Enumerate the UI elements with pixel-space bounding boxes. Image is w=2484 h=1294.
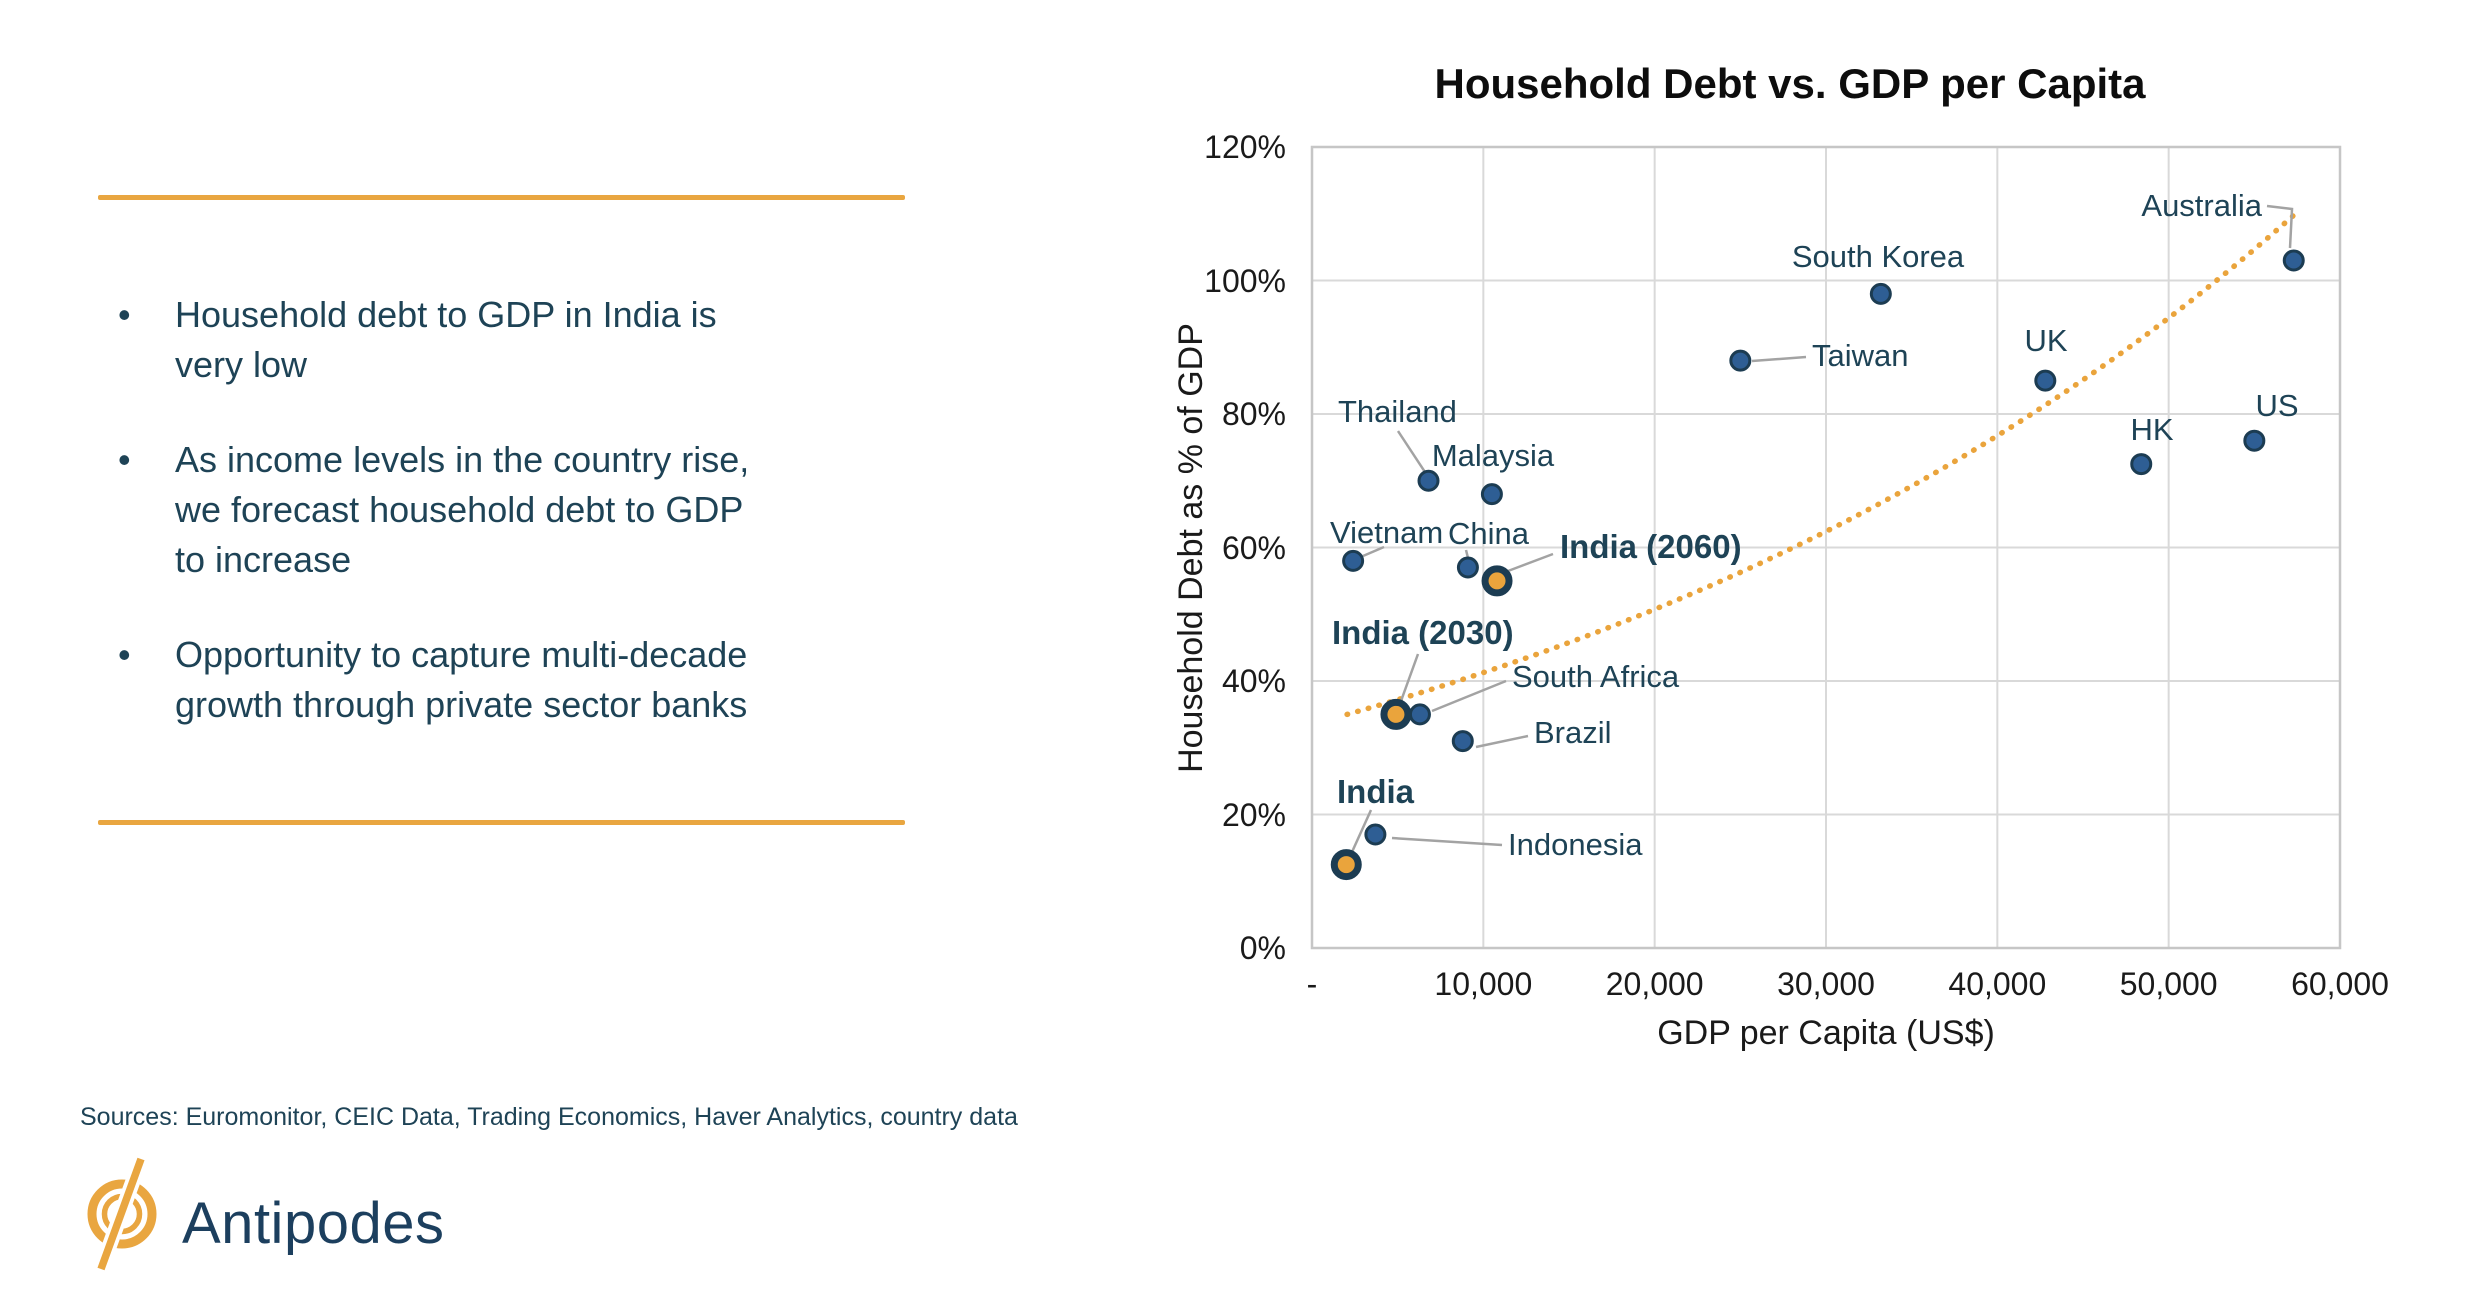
gridlines [1310, 145, 2342, 950]
data-point-us [2243, 429, 2266, 452]
bullet-text: As income levels in the country rise, we… [175, 439, 750, 580]
x-tick-label: 40,000 [1948, 966, 2047, 1002]
antipodes-logo-icon [87, 1156, 157, 1272]
leader-line-indonesia [1391, 836, 1503, 847]
data-point-australia [2282, 249, 2305, 272]
bullet-text: Household debt to GDP in India is very l… [175, 294, 717, 385]
point-label-india-2060-: India (2060) [1560, 528, 1742, 565]
data-point-india [1330, 849, 1362, 881]
point-label-uk: UK [2024, 323, 2068, 358]
plot-border [1310, 145, 2342, 950]
data-point-brazil [1451, 730, 1474, 753]
point-label-us: US [2255, 388, 2299, 423]
antipodes-logo: Antipodes [84, 1156, 444, 1272]
y-tick-label: 0% [1239, 930, 1286, 966]
y-tick-label: 80% [1221, 396, 1286, 432]
bullet-item: • As income levels in the country rise, … [118, 435, 918, 585]
y-tick-label: 120% [1204, 129, 1286, 165]
leader-line-india-2030- [1399, 653, 1420, 702]
point-label-china: China [1448, 516, 1529, 551]
x-tick-label: 60,000 [2291, 966, 2389, 1002]
point-label-south-africa: South Africa [1512, 659, 1680, 694]
bullet-item: • Household debt to GDP in India is very… [118, 290, 918, 390]
x-tick-label: - [1306, 966, 1318, 1002]
point-label-vietnam: Vietnam [1330, 515, 1444, 550]
data-point-taiwan [1729, 349, 1752, 372]
bullet-text: Opportunity to capture multi-decade grow… [175, 634, 748, 725]
point-label-india-2030-: India (2030) [1332, 614, 1514, 651]
data-points [1330, 249, 2305, 881]
data-point-china [1456, 556, 1479, 579]
y-tick-label: 60% [1221, 529, 1286, 566]
x-tick-label: 20,000 [1605, 966, 1704, 1002]
antipodes-logo-text: Antipodes [182, 1190, 445, 1256]
data-point-south-korea [1869, 282, 1892, 305]
x-tick-label: 50,000 [2119, 966, 2218, 1002]
point-label-hk: HK [2130, 412, 2174, 447]
data-point-uk [2034, 369, 2057, 392]
chart-title: Household Debt vs. GDP per Capita [1434, 60, 2146, 107]
point-label-australia: Australia [2141, 188, 2262, 223]
data-point-india-2060- [1481, 565, 1513, 597]
y-tick-label: 40% [1221, 663, 1286, 699]
bullet-list: • Household debt to GDP in India is very… [118, 290, 918, 775]
data-point-thailand [1417, 469, 1440, 492]
top-divider-rule [98, 195, 905, 200]
leader-line-brazil [1475, 734, 1529, 749]
bottom-divider-rule [98, 820, 905, 825]
point-label-india: India [1337, 773, 1415, 810]
bullet-item: • Opportunity to capture multi-decade gr… [118, 630, 918, 730]
leader-line-australia [2266, 204, 2294, 249]
bullet-marker: • [118, 634, 131, 675]
data-point-indonesia [1364, 823, 1387, 846]
trend-line [1344, 213, 2296, 718]
point-label-malaysia: Malaysia [1431, 438, 1555, 473]
y-tick-label: 100% [1204, 262, 1286, 299]
leader-line-taiwan [1751, 355, 1807, 363]
leader-line-vietnam [1362, 545, 1385, 558]
point-label-brazil: Brazil [1534, 715, 1612, 750]
leader-line-india [1350, 809, 1373, 853]
point-label-south-korea: South Korea [1791, 239, 1965, 274]
sources-note: Sources: Euromonitor, CEIC Data, Trading… [80, 1103, 1018, 1131]
label-leader-lines [1350, 204, 2294, 853]
trend-dotted-curve [1344, 213, 2296, 718]
data-point-malaysia [1480, 483, 1503, 506]
bullet-marker: • [118, 439, 131, 480]
x-axis-title: GDP per Capita (US$) [1657, 1014, 1995, 1052]
y-tick-label: 20% [1221, 796, 1286, 833]
bullet-marker: • [118, 294, 131, 335]
data-point-vietnam [1342, 549, 1365, 572]
point-label-thailand: Thailand [1338, 394, 1457, 429]
x-tick-label: 10,000 [1434, 966, 1533, 1002]
leader-line-south-africa [1431, 679, 1507, 713]
x-tick-label: 30,000 [1777, 966, 1875, 1002]
data-point-south-africa [1408, 703, 1431, 726]
data-point-hk [2130, 453, 2153, 476]
point-label-indonesia: Indonesia [1508, 827, 1643, 862]
leader-line-india-2060- [1507, 552, 1554, 573]
leader-line-thailand [1396, 430, 1427, 473]
data-point-india-2030- [1380, 698, 1412, 730]
point-label-taiwan: Taiwan [1812, 338, 1909, 373]
